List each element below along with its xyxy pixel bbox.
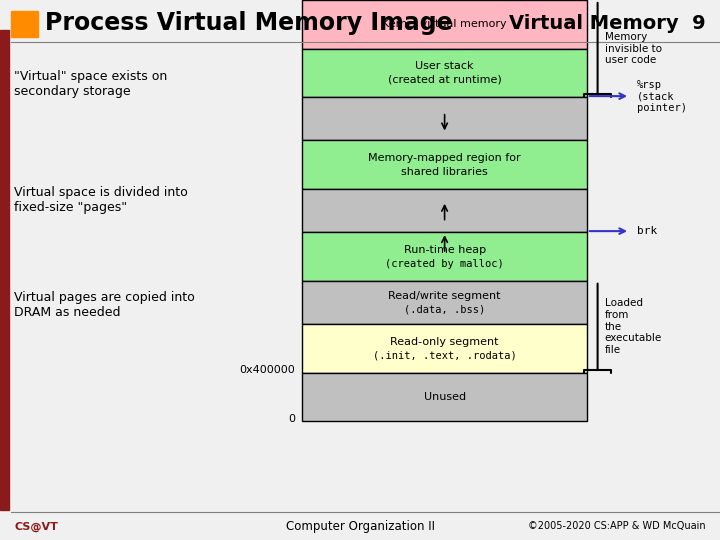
Text: Memory
invisible to
user code: Memory invisible to user code [605,32,662,65]
Text: brk: brk [637,226,657,236]
Bar [302,281,587,324]
Bar [302,189,587,232]
Bar [302,49,587,97]
Text: Virtual space is divided into
fixed-size "pages": Virtual space is divided into fixed-size… [14,186,188,214]
Text: Read-only segment: Read-only segment [390,337,499,347]
Text: Virtual Memory  9: Virtual Memory 9 [509,14,706,33]
Text: Loaded
from
the
executable
file: Loaded from the executable file [605,299,662,355]
Bar [302,232,587,281]
Text: (.data, .bss): (.data, .bss) [404,305,485,314]
Text: 0x400000: 0x400000 [240,365,295,375]
Text: (created by malloc): (created by malloc) [385,259,504,268]
Text: User stack: User stack [415,62,474,71]
Text: Process Virtual Memory Image: Process Virtual Memory Image [45,11,452,35]
Text: Memory-mapped region for: Memory-mapped region for [369,153,521,163]
Bar [302,0,587,49]
Text: shared libraries: shared libraries [401,167,488,177]
Text: Unused: Unused [423,392,466,402]
Text: "Virtual" space exists on
secondary storage: "Virtual" space exists on secondary stor… [14,70,168,98]
Bar [302,373,587,421]
Bar [302,97,587,140]
Text: Virtual pages are copied into
DRAM as needed: Virtual pages are copied into DRAM as ne… [14,291,195,319]
Text: Computer Organization II: Computer Organization II [286,520,434,533]
Text: %rsp
(stack
pointer): %rsp (stack pointer) [637,79,687,113]
Text: Run-time heap: Run-time heap [403,245,486,255]
Bar [302,324,587,373]
Bar [302,140,587,189]
Text: Read/write segment: Read/write segment [388,291,501,301]
Bar [11,11,38,37]
Text: (.init, .text, .rodata): (.init, .text, .rodata) [373,350,516,360]
Text: 0: 0 [288,414,295,423]
Text: (created at runtime): (created at runtime) [388,75,501,85]
Text: Kernel virtual memory: Kernel virtual memory [382,19,507,29]
Text: ©2005-2020 CS:APP & WD McQuain: ©2005-2020 CS:APP & WD McQuain [528,522,706,531]
Text: CS@VT: CS@VT [14,521,58,532]
Bar [0,30,9,510]
